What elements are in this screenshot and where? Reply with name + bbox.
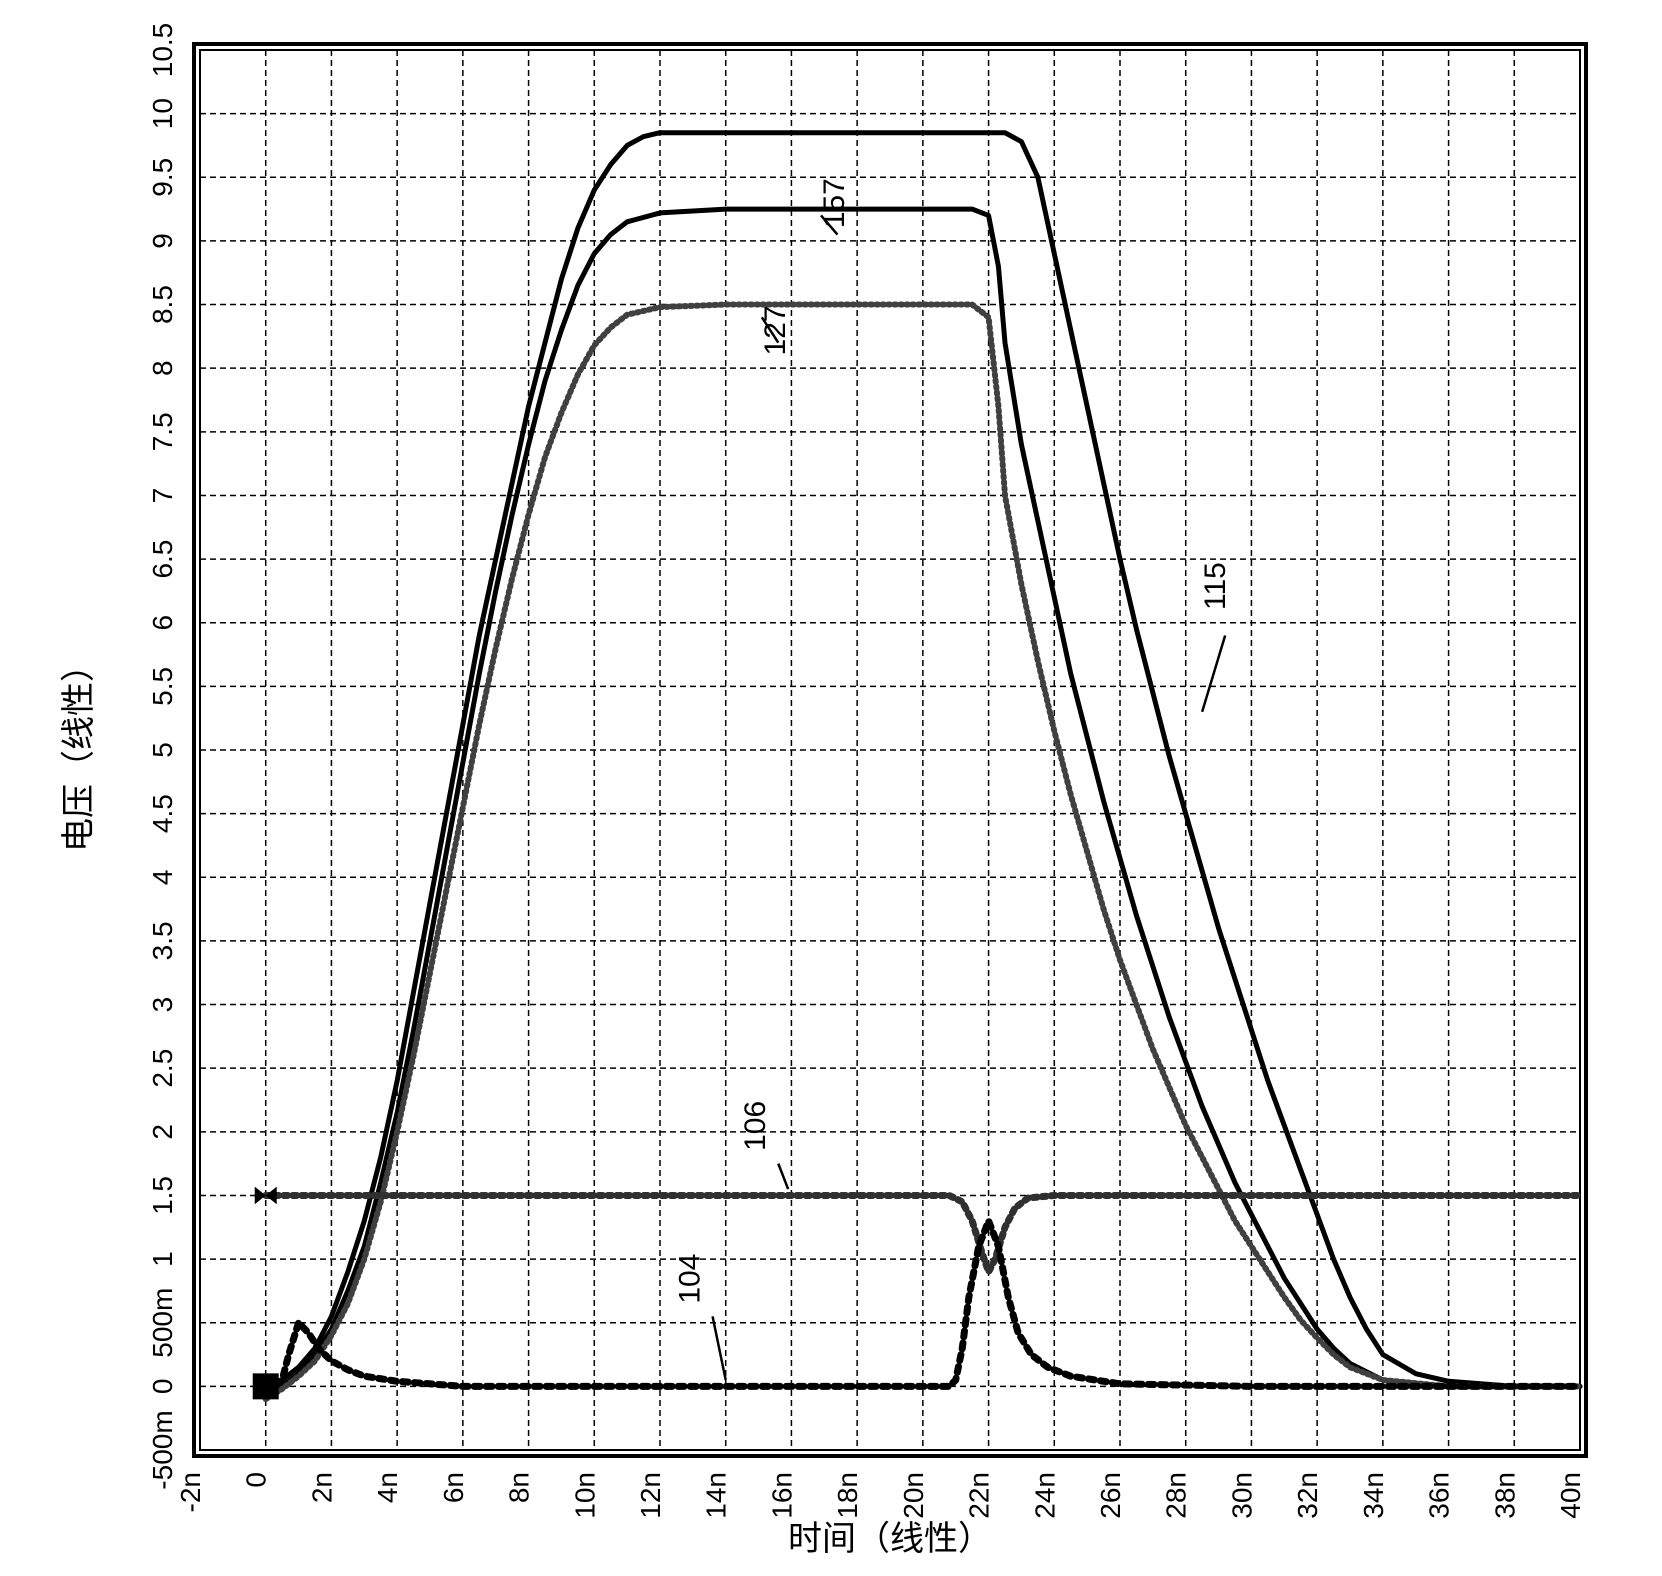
y-tick-label: 4	[147, 869, 178, 885]
x-tick-label: 38n	[1489, 1472, 1520, 1519]
x-tick-label: 26n	[1095, 1472, 1126, 1519]
y-tick-label: -500m	[147, 1410, 178, 1489]
y-tick-label: 9	[147, 233, 178, 249]
series-label-157: 157	[818, 178, 851, 228]
x-tick-label: 34n	[1358, 1472, 1389, 1519]
leader-104	[713, 1316, 726, 1380]
x-tick-label: 12n	[635, 1472, 666, 1519]
y-tick-label: 5	[147, 742, 178, 758]
x-tick-label: 10n	[569, 1472, 600, 1519]
chart-container: -500m 0 500m 1 1.5 2 2.5 3 3.5 4 4.5 5 5.5 6 6.5 7 7.5 8 8…	[0, 0, 1662, 1576]
y-tick-label: 7.5	[147, 412, 178, 451]
series-label-115: 115	[1199, 562, 1232, 610]
series-group: 115 157 127 106 104	[253, 133, 1580, 1400]
y-tick-label: 8	[147, 360, 178, 376]
y-tick-labels: -500m 0 500m 1 1.5 2 2.5 3 3.5 4 4.5 5 5.5 6 6.5 7 7.5 8 8…	[147, 23, 178, 1490]
y-tick-label: 5.5	[147, 667, 178, 706]
x-tick-label: 14n	[701, 1472, 732, 1519]
x-tick-label: 22n	[964, 1472, 995, 1519]
x-tick-label: 8n	[504, 1472, 535, 1503]
y-tick-label: 0	[147, 1379, 178, 1395]
y-tick-label: 500m	[147, 1288, 178, 1358]
y-tick-label: 6.5	[147, 540, 178, 579]
grid	[200, 50, 1580, 1450]
y-tick-label: 4.5	[147, 794, 178, 833]
y-tick-label: 6	[147, 615, 178, 631]
y-tick-label: 3	[147, 997, 178, 1013]
x-tick-label: 18n	[832, 1472, 863, 1519]
x-tick-label: 40n	[1555, 1472, 1586, 1519]
series-label-127: 127	[759, 305, 792, 355]
x-tick-label: 32n	[1292, 1472, 1323, 1519]
y-tick-label: 9.5	[147, 158, 178, 197]
x-tick-label: 28n	[1161, 1472, 1192, 1519]
x-tick-labels: -2n 0 2n 4n 6n 8n 10n 12n 14n 16n 18n 20n 22n 24n 26n 2…	[175, 1472, 1586, 1519]
y-axis-title: 电压（线性）	[60, 648, 98, 852]
marker-106-r	[266, 1187, 277, 1205]
x-tick-label: 20n	[898, 1472, 929, 1519]
y-tick-label: 2.5	[147, 1049, 178, 1088]
y-tick-label: 10.5	[147, 23, 178, 78]
x-axis-title: 时间（线性）	[788, 1520, 992, 1558]
series-label-104: 104	[673, 1254, 706, 1304]
y-tick-label: 8.5	[147, 285, 178, 324]
leader-115	[1202, 635, 1225, 711]
y-tick-label: 1	[147, 1251, 178, 1267]
x-tick-label: 24n	[1029, 1472, 1060, 1519]
x-tick-label: 4n	[372, 1472, 403, 1503]
x-tick-label: 36n	[1424, 1472, 1455, 1519]
y-tick-label: 10	[147, 98, 178, 129]
x-tick-label: -2n	[175, 1472, 206, 1512]
series-label-106: 106	[739, 1101, 772, 1151]
x-tick-label: 2n	[306, 1472, 337, 1503]
voltage-time-chart: -500m 0 500m 1 1.5 2 2.5 3 3.5 4 4.5 5 5.5 6 6.5 7 7.5 8 8…	[0, 0, 1662, 1576]
x-tick-label: 6n	[438, 1472, 469, 1503]
leader-106	[778, 1164, 788, 1189]
marker-106-l	[255, 1187, 266, 1205]
x-tick-label: 0	[241, 1472, 272, 1488]
y-tick-label: 3.5	[147, 921, 178, 960]
y-tick-label: 1.5	[147, 1176, 178, 1215]
y-tick-label: 7	[147, 488, 178, 504]
y-tick-label: 2	[147, 1124, 178, 1140]
marker-104	[253, 1373, 279, 1399]
x-tick-label: 16n	[766, 1472, 797, 1519]
x-tick-label: 30n	[1226, 1472, 1257, 1519]
